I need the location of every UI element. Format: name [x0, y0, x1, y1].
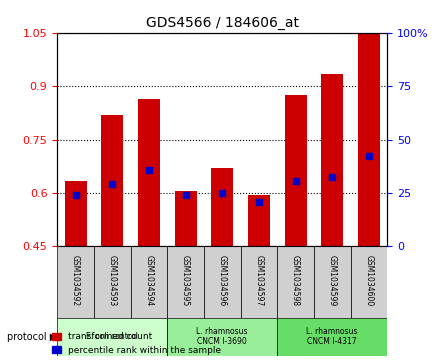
FancyBboxPatch shape: [277, 318, 387, 356]
Text: protocol ▶: protocol ▶: [7, 332, 57, 342]
Text: GSM1034595: GSM1034595: [181, 255, 190, 306]
Text: GSM1034597: GSM1034597: [254, 255, 264, 306]
Text: GSM1034592: GSM1034592: [71, 255, 80, 306]
Text: GSM1034596: GSM1034596: [218, 255, 227, 306]
Text: GSM1034600: GSM1034600: [364, 255, 374, 306]
FancyBboxPatch shape: [57, 318, 167, 356]
FancyBboxPatch shape: [277, 246, 314, 318]
FancyBboxPatch shape: [94, 246, 131, 318]
FancyBboxPatch shape: [167, 318, 277, 356]
Text: GSM1034599: GSM1034599: [328, 255, 337, 306]
Bar: [65, 180, 87, 246]
Bar: [138, 99, 160, 246]
Title: GDS4566 / 184606_at: GDS4566 / 184606_at: [146, 16, 299, 30]
FancyBboxPatch shape: [167, 246, 204, 318]
Bar: [358, 33, 380, 246]
Text: E. coli control: E. coli control: [86, 332, 138, 341]
Text: GSM1034594: GSM1034594: [144, 255, 154, 306]
Text: L. rhamnosus
CNCM I-4317: L. rhamnosus CNCM I-4317: [306, 327, 358, 346]
Bar: [175, 191, 197, 246]
FancyBboxPatch shape: [241, 246, 277, 318]
FancyBboxPatch shape: [204, 246, 241, 318]
Bar: [248, 195, 270, 246]
Legend: transformed count, percentile rank within the sample: transformed count, percentile rank withi…: [48, 329, 225, 359]
Text: GSM1034593: GSM1034593: [108, 255, 117, 306]
FancyBboxPatch shape: [314, 246, 351, 318]
Bar: [285, 95, 307, 246]
Bar: [101, 115, 123, 246]
FancyBboxPatch shape: [351, 246, 387, 318]
FancyBboxPatch shape: [131, 246, 167, 318]
Bar: [211, 168, 233, 246]
FancyBboxPatch shape: [57, 246, 94, 318]
Text: GSM1034598: GSM1034598: [291, 255, 300, 306]
Text: L. rhamnosus
CNCM I-3690: L. rhamnosus CNCM I-3690: [196, 327, 248, 346]
Bar: [321, 74, 343, 246]
